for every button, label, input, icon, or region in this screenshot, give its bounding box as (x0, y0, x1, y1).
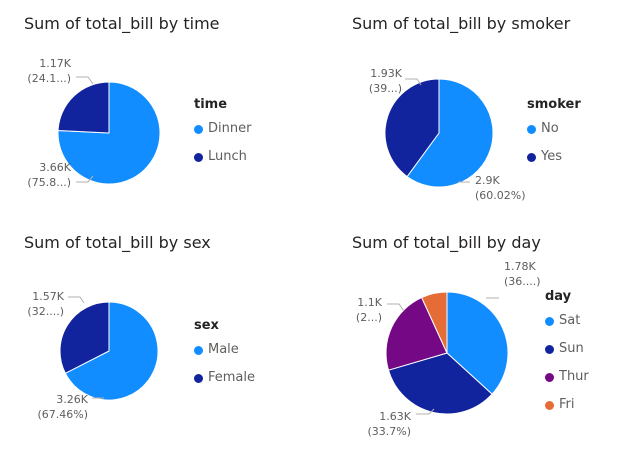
chart-sex-legend-label-female: Female (208, 370, 256, 385)
chart-time-legend-item-lunch[interactable]: Lunch (194, 149, 251, 177)
chart-sex-label-pct-male: (67.46%) (37, 408, 88, 421)
chart-day-slice-thur[interactable] (385, 296, 448, 371)
chart-day-label-value-sat: 1.78K (504, 260, 536, 273)
chart-time-label-pct-dinner: (75.8...) (27, 176, 71, 189)
chart-smoker-legend-title: smoker (527, 97, 581, 112)
chart-day-legend-label-fri: Fri (559, 397, 575, 412)
chart-time-label-value-lunch: 1.17K (39, 57, 71, 70)
chart-smoker-legend-swatch-no (527, 125, 536, 134)
chart-time-leader-dinner (76, 175, 94, 183)
chart-sex-legend-item-male[interactable]: Male (194, 342, 255, 370)
chart-smoker-title: Sum of total_bill by smoker (352, 14, 571, 33)
chart-day-leader-thur (387, 303, 405, 312)
chart-smoker-slice-no[interactable] (406, 78, 494, 188)
chart-smoker-label-value-no: 2.9K (475, 174, 500, 187)
chart-day-label-pct-sat: (36....) (504, 275, 541, 288)
chart-sex-legend-label-male: Male (208, 342, 239, 357)
chart-sex-legend-swatch-male (194, 346, 203, 355)
chart-time-slice-lunch[interactable] (57, 81, 110, 134)
chart-day-label-value-thur: 1.1K (357, 296, 382, 309)
chart-time-legend-label-dinner: Dinner (208, 121, 252, 136)
chart-time-legend-title: time (194, 97, 228, 112)
chart-sex-slice-male[interactable] (64, 301, 159, 401)
chart-sex-label-pct-female: (32....) (27, 305, 64, 318)
chart-smoker-panel: Sum of total_bill by smoker (352, 14, 622, 239)
chart-sex-panel: Sum of total_bill by sex (24, 233, 324, 458)
chart-time-legend: time Dinner Lunch (194, 97, 251, 177)
chart-sex-legend-item-female[interactable]: Female (194, 370, 255, 398)
chart-day-legend-item-thur[interactable]: Thur (545, 369, 589, 397)
chart-smoker-label-pct-no: (60.02%) (475, 189, 526, 202)
chart-time-legend-swatch-dinner (194, 125, 203, 134)
chart-day-legend-label-sat: Sat (559, 313, 581, 328)
chart-day-legend-swatch-fri (545, 401, 554, 410)
chart-smoker-legend: smoker No Yes (527, 97, 581, 177)
chart-smoker-leader-yes (405, 78, 422, 86)
chart-day-legend: day Sat Sun Thur Fri (545, 289, 589, 425)
chart-time-legend-label-lunch: Lunch (208, 149, 247, 164)
chart-sex-title: Sum of total_bill by sex (24, 233, 211, 252)
chart-smoker-legend-label-yes: Yes (541, 149, 562, 164)
chart-day-legend-swatch-sun (545, 345, 554, 354)
chart-time-leader-lunch (76, 76, 94, 85)
chart-smoker-legend-swatch-yes (527, 153, 536, 162)
chart-sex-legend: sex Male Female (194, 318, 255, 398)
chart-time-title: Sum of total_bill by time (24, 14, 220, 33)
chart-day-slice-fri[interactable] (420, 291, 448, 354)
chart-day-legend-swatch-thur (545, 373, 554, 382)
chart-smoker-label-value-yes: 1.93K (370, 67, 402, 80)
chart-sex-label-value-male: 3.26K (56, 393, 88, 406)
chart-sex-slice-female[interactable] (59, 301, 110, 374)
chart-time-legend-swatch-lunch (194, 153, 203, 162)
chart-time-panel: Sum of total_bill by time (24, 14, 324, 239)
chart-day-legend-item-sat[interactable]: Sat (545, 313, 589, 341)
chart-day-legend-title: day (545, 289, 572, 304)
chart-day-slice-sat[interactable] (446, 291, 509, 395)
chart-time-label-pct-lunch: (24.1...) (27, 72, 71, 85)
chart-day-legend-swatch-sat (545, 317, 554, 326)
chart-smoker-legend-item-no[interactable]: No (527, 121, 581, 149)
chart-sex-leader-female (68, 296, 85, 304)
chart-smoker-legend-item-yes[interactable]: Yes (527, 149, 581, 177)
chart-smoker-legend-label-no: No (541, 121, 559, 136)
chart-time-legend-item-dinner[interactable]: Dinner (194, 121, 251, 149)
chart-day-legend-label-sun: Sun (559, 341, 584, 356)
chart-day-label-pct-sun: (33.7%) (367, 425, 411, 438)
chart-time-label-value-dinner: 3.66K (39, 161, 71, 174)
chart-day-panel: Sum of total_bill by day (352, 233, 622, 458)
chart-sex-legend-title: sex (194, 318, 219, 333)
chart-sex-legend-swatch-female (194, 374, 203, 383)
chart-smoker-label-pct-yes: (39...) (369, 82, 402, 95)
chart-day-leader-sun (416, 408, 435, 415)
chart-day-label-pct-thur: (2...) (356, 311, 382, 324)
chart-day-legend-item-sun[interactable]: Sun (545, 341, 589, 369)
chart-smoker-slice-yes[interactable] (384, 78, 440, 178)
chart-sex-label-value-female: 1.57K (32, 290, 64, 303)
chart-day-slice-sun[interactable] (387, 352, 493, 415)
chart-day-label-value-sun: 1.63K (379, 410, 411, 423)
chart-day-legend-item-fri[interactable]: Fri (545, 397, 589, 425)
chart-day-title: Sum of total_bill by day (352, 233, 541, 252)
chart-day-legend-label-thur: Thur (559, 369, 589, 384)
